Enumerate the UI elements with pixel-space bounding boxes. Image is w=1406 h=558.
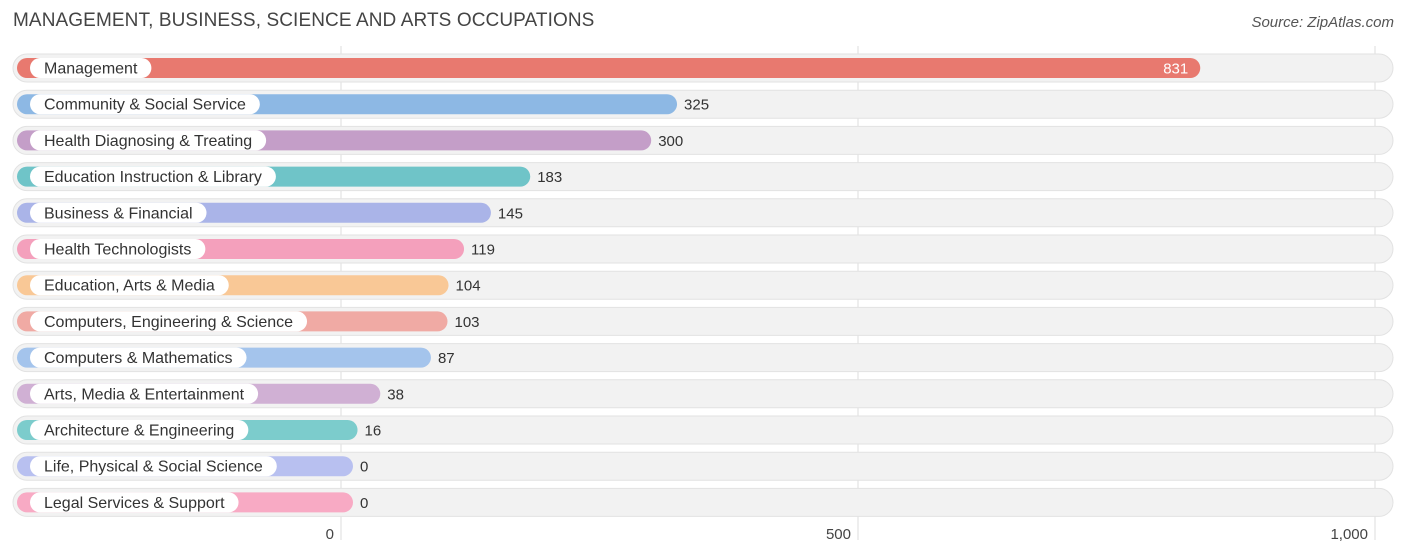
bar-value-label: 103 xyxy=(455,314,480,331)
bar-value-label: 831 xyxy=(1163,61,1188,78)
bar-value-label: 87 xyxy=(438,350,455,367)
bar xyxy=(17,58,1201,78)
bar-label: Business & Financial xyxy=(44,205,193,222)
bar-row: Education Instruction & Library 183 xyxy=(12,162,1394,192)
bar-value-label: 104 xyxy=(456,278,481,295)
bar-label-pill xyxy=(30,130,267,151)
bar-label-pill xyxy=(30,239,206,259)
x-tick-label: 1,000 xyxy=(1330,526,1368,543)
chart-source: Source: ZipAtlas.com xyxy=(1251,14,1394,31)
bar-row: Business & Financial 145 xyxy=(12,198,1394,228)
bar-label-pill xyxy=(30,58,152,78)
x-axis: 0 500 1,000 xyxy=(326,526,1368,543)
bar-row: Computers & Mathematics 87 xyxy=(12,343,1394,373)
bar-value-label: 0 xyxy=(360,459,368,476)
bar-label-pill xyxy=(30,383,259,404)
bar-label-pill xyxy=(30,94,260,115)
bar-value-label: 38 xyxy=(387,386,404,403)
x-tick-label: 500 xyxy=(826,526,851,543)
bar-row: Health Diagnosing & Treating 300 xyxy=(12,125,1394,155)
chart-title: MANAGEMENT, BUSINESS, SCIENCE AND ARTS O… xyxy=(13,10,595,31)
bar-label: Education Instruction & Library xyxy=(44,169,262,186)
bar-label: Legal Services & Support xyxy=(44,495,225,512)
bar-value-label: 325 xyxy=(684,97,709,114)
bar-value-label: 16 xyxy=(365,423,382,440)
bar-row: Management 831 xyxy=(12,53,1394,83)
bar-row: Life, Physical & Social Science 0 xyxy=(12,451,1394,481)
bar-label: Health Technologists xyxy=(44,242,191,259)
bar-row: Legal Services & Support 0 xyxy=(12,487,1394,517)
bar-label: Life, Physical & Social Science xyxy=(44,459,263,476)
bar-row: Education, Arts & Media 104 xyxy=(12,270,1394,300)
bar-value-label: 183 xyxy=(537,169,562,186)
bar-label-pill xyxy=(30,347,247,368)
bar-row: Health Technologists 119 xyxy=(12,234,1394,264)
bar-track xyxy=(12,451,1394,481)
bar-label: Computers & Mathematics xyxy=(44,350,233,367)
bar-row: Community & Social Service 325 xyxy=(12,89,1394,119)
bar-rows: Management 831 Community & Social Service 3… xyxy=(12,53,1394,517)
bar-label-pill xyxy=(30,456,277,477)
bar-label-pill xyxy=(30,311,308,332)
bar-label: Management xyxy=(44,61,138,78)
bar-value-label: 300 xyxy=(658,133,683,150)
bar-track xyxy=(12,487,1394,517)
bar-value-label: 145 xyxy=(498,205,523,222)
bar-row: Arts, Media & Entertainment 38 xyxy=(12,379,1394,409)
bar-label: Community & Social Service xyxy=(44,97,246,114)
bar-label: Health Diagnosing & Treating xyxy=(44,133,252,150)
bar-label-pill xyxy=(30,420,249,440)
x-tick-label: 0 xyxy=(326,526,334,543)
bar-label: Computers, Engineering & Science xyxy=(44,314,293,331)
bar-label: Arts, Media & Entertainment xyxy=(44,386,245,403)
bar-value-label: 119 xyxy=(471,242,495,259)
bar-label: Architecture & Engineering xyxy=(44,423,234,440)
bar-label-pill xyxy=(30,166,276,187)
bar-label-pill xyxy=(30,492,239,513)
bar-row: Architecture & Engineering 16 xyxy=(12,415,1394,445)
bar-value-label: 0 xyxy=(360,495,368,512)
bar-row: Computers, Engineering & Science 103 xyxy=(12,306,1394,336)
bar-track xyxy=(12,415,1394,445)
bar-label-pill xyxy=(30,202,207,223)
bar-label: Education, Arts & Media xyxy=(44,278,215,295)
bar-label-pill xyxy=(30,275,229,296)
